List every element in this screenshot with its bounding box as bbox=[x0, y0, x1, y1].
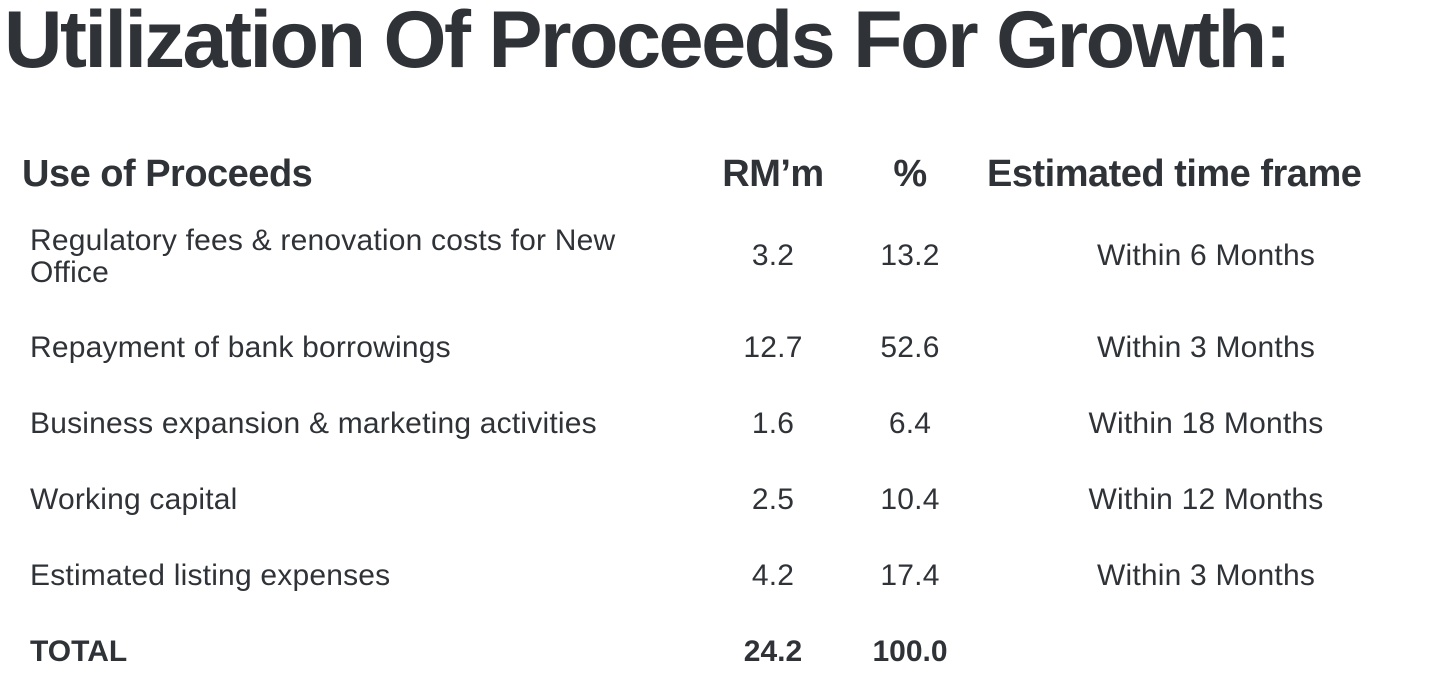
table-row-use: Repayment of bank borrowings bbox=[30, 331, 451, 364]
total-percent: 100.0 bbox=[872, 635, 948, 668]
table-row-rm: 4.2 bbox=[751, 559, 795, 592]
header-use-of-proceeds: Use of Proceeds bbox=[22, 153, 313, 195]
table-row-time-frame: Within 18 Months bbox=[1088, 407, 1324, 440]
table-row-use: Estimated listing expenses bbox=[30, 559, 391, 592]
table-row-percent: 17.4 bbox=[880, 559, 940, 592]
header-time-frame: Estimated time frame bbox=[987, 153, 1362, 195]
table-row-use: Working capital bbox=[30, 483, 238, 516]
table-row-rm: 2.5 bbox=[751, 483, 795, 516]
header-rm: RM’m bbox=[722, 153, 824, 195]
table-row-use: Business expansion & marketing activitie… bbox=[30, 407, 597, 440]
table-row-use: Regulatory fees & renovation costs for N… bbox=[30, 224, 616, 289]
table-row-percent: 10.4 bbox=[880, 483, 940, 516]
table-row-percent: 13.2 bbox=[880, 239, 940, 272]
table-row-time-frame: Within 3 Months bbox=[1096, 331, 1316, 364]
table-row-percent: 52.6 bbox=[880, 331, 940, 364]
table-row-percent: 6.4 bbox=[888, 407, 932, 440]
table-row-rm: 12.7 bbox=[743, 331, 803, 364]
table-row-rm: 3.2 bbox=[751, 239, 795, 272]
table-row-rm: 1.6 bbox=[751, 407, 795, 440]
total-label: TOTAL bbox=[30, 635, 128, 668]
table-row-time-frame: Within 3 Months bbox=[1096, 559, 1316, 592]
header-percent: % bbox=[893, 153, 927, 195]
total-rm: 24.2 bbox=[743, 635, 803, 668]
table-row-time-frame: Within 6 Months bbox=[1096, 239, 1316, 272]
table-row-time-frame: Within 12 Months bbox=[1088, 483, 1324, 516]
page-title: Utilization Of Proceeds For Growth: bbox=[4, 0, 1292, 85]
